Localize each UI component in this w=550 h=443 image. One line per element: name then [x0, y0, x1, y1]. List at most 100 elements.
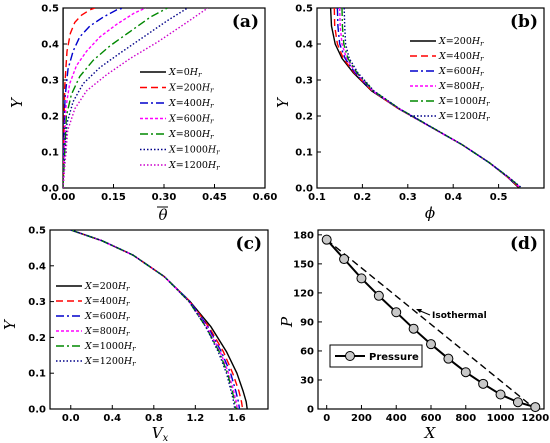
legend-var: X: [84, 281, 93, 292]
data-point: [426, 339, 436, 350]
y-axis-label: Y: [1, 318, 19, 330]
legend-unit-sub: r: [486, 100, 490, 108]
legend-eq: =200: [92, 281, 118, 292]
panel-label: (d): [510, 234, 538, 254]
legend-label: X=600Hr: [438, 66, 484, 78]
data-point: [321, 234, 332, 245]
legend-unit-sub: r: [216, 149, 220, 157]
y-tick-label: 0.3: [28, 297, 46, 308]
y-tick-label: 0.2: [41, 112, 59, 123]
x-tick-label: 400: [386, 413, 407, 424]
series-group: [325, 239, 536, 409]
legend-var: X: [84, 296, 93, 307]
legend-eq: =600: [92, 311, 118, 322]
legend-unit: H: [117, 296, 127, 307]
legend-unit-sub: r: [132, 345, 136, 353]
legend-label: X=200Hr: [438, 36, 484, 48]
legend-unit-sub: r: [126, 285, 130, 293]
legend-unit: H: [189, 67, 199, 78]
legend-var: X: [438, 66, 447, 77]
legend-eq: =400: [176, 98, 202, 109]
series-line: [336, 8, 521, 188]
legend-unit-sub: r: [480, 85, 484, 93]
y-tick-label: 0.2: [295, 112, 313, 123]
plot-frame: [49, 229, 269, 410]
x-axis-label: ϕ: [425, 204, 435, 222]
series-line: [70, 230, 237, 409]
legend-box: [329, 344, 423, 368]
legend-marker: [345, 351, 355, 361]
legend-unit-sub: r: [132, 360, 136, 368]
legend-var: X: [168, 114, 177, 125]
legend-label: X=1000Hr: [168, 145, 220, 157]
legend-unit: H: [207, 160, 217, 171]
series-group: [329, 8, 523, 188]
plot-frame: [62, 7, 266, 189]
y-tick-label: 0.2: [28, 333, 46, 344]
data-point: [443, 353, 454, 364]
y-tick-label: 0: [307, 405, 314, 416]
legend-var: X: [168, 160, 177, 171]
panel-label: (b): [510, 12, 538, 32]
data-point: [356, 273, 367, 284]
legend-eq: =1000: [92, 341, 124, 352]
y-axis-label: Y: [8, 96, 26, 108]
legend-var: X: [168, 145, 177, 156]
x-axis-label-main: V: [152, 424, 165, 442]
series-group: [70, 230, 248, 409]
x-tick-label: 1.2: [186, 413, 204, 424]
legend-unit-sub: r: [216, 164, 220, 172]
legend-unit-sub: r: [486, 115, 490, 123]
legend-unit: H: [117, 311, 127, 322]
y-tick-label: 30: [300, 375, 314, 386]
legend-unit: H: [201, 114, 211, 125]
legend-unit: H: [117, 281, 127, 292]
legend-unit: H: [471, 66, 481, 77]
data-point: [408, 323, 419, 334]
legend-var: X: [438, 81, 447, 92]
x-tick-label: 0.4: [444, 192, 462, 203]
legend-eq: =400: [92, 296, 118, 307]
legend-label: X=1200Hr: [84, 356, 136, 368]
x-axis-label: Vx: [152, 424, 169, 443]
y-tick-label: 150: [293, 259, 314, 270]
isothermal-arrowhead: [416, 309, 422, 313]
x-tick-label: 0.30: [152, 192, 177, 203]
legend-eq: =1200: [446, 111, 478, 122]
legend-var: X: [438, 111, 447, 122]
legend-label: X=400Hr: [438, 51, 484, 63]
series-line: [343, 8, 523, 188]
series-line: [63, 8, 146, 188]
series-group: [63, 8, 209, 188]
data-point: [460, 367, 471, 378]
legend-eq: =1200: [92, 356, 124, 367]
y-tick-label: 0.1: [295, 148, 313, 159]
y-tick-label: 0.0: [28, 405, 46, 416]
panel-label: (c): [236, 234, 262, 254]
legend-unit-sub: r: [126, 300, 130, 308]
legend-eq: =800: [176, 129, 202, 140]
legend-label: X=800Hr: [168, 129, 214, 141]
y-tick-label: 0.4: [295, 40, 313, 51]
x-tick-label: 800: [455, 413, 476, 424]
legend-label: X=800Hr: [84, 326, 130, 338]
y-axis-label: P: [278, 316, 296, 328]
legend-var: X: [84, 341, 93, 352]
legend-eq: =1200: [176, 160, 208, 171]
plot-frame: [316, 7, 545, 189]
x-axis-label: θ: [158, 206, 167, 224]
data-point: [373, 290, 384, 301]
legend-unit: H: [471, 81, 481, 92]
legend-var: X: [84, 326, 93, 337]
legend-unit-sub: r: [210, 102, 214, 110]
y-tick-label: 0.5: [41, 4, 59, 15]
legend-unit: H: [201, 98, 211, 109]
x-tick-label: 0.4: [103, 413, 121, 424]
legend-unit: H: [117, 326, 127, 337]
legend-eq: =800: [92, 326, 118, 337]
y-tick-label: 0.1: [41, 148, 59, 159]
x-tick-label: 0.00: [51, 192, 76, 203]
legend-label: X=0Hr: [168, 67, 202, 79]
panel-b: 0.1 0.2 0.3 0.4 0.50.00.10.20.30.40.5(b)X=20…: [274, 4, 545, 222]
legend-var: X: [168, 83, 177, 94]
